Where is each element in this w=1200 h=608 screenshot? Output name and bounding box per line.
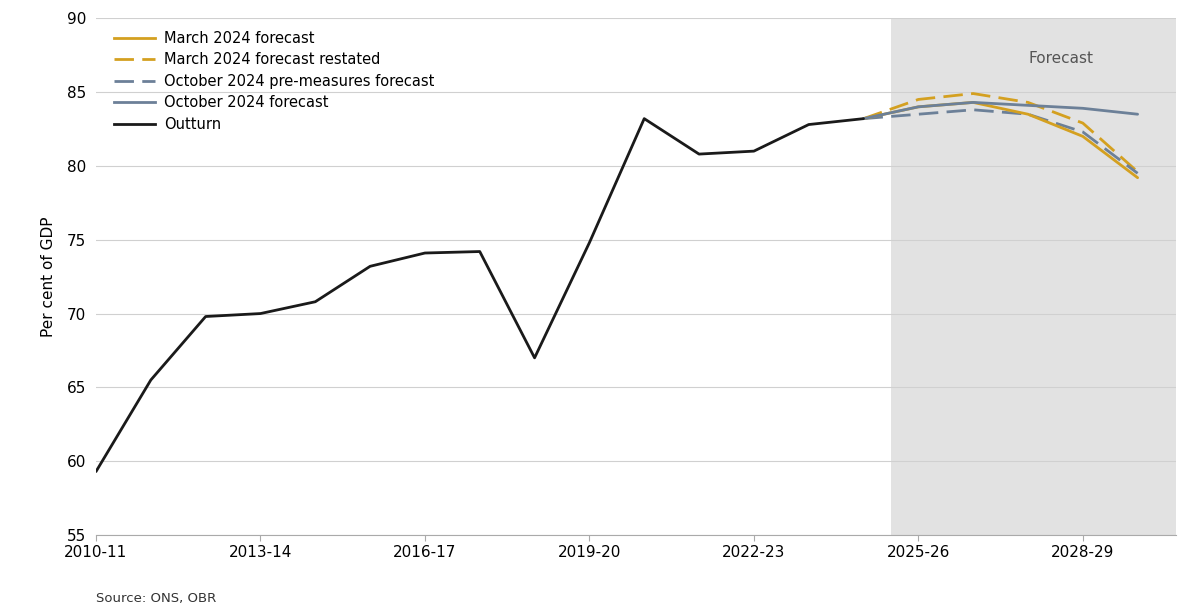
Text: Source: ONS, OBR: Source: ONS, OBR — [96, 592, 216, 605]
Legend: March 2024 forecast, March 2024 forecast restated, October 2024 pre-measures for: March 2024 forecast, March 2024 forecast… — [114, 30, 434, 132]
Y-axis label: Per cent of GDP: Per cent of GDP — [41, 216, 55, 337]
Bar — [890, 18, 1176, 535]
Text: Forecast: Forecast — [1028, 50, 1093, 66]
